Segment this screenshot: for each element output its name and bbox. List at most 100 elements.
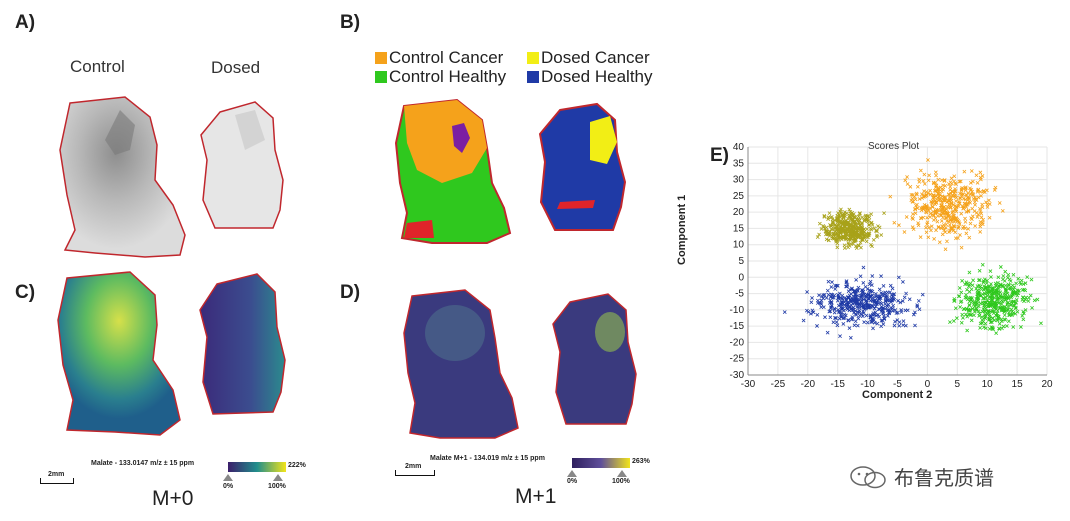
scatter-point bbox=[897, 323, 902, 328]
scatter-point bbox=[839, 313, 843, 318]
scatter-point bbox=[890, 295, 895, 299]
scatter-point bbox=[841, 216, 846, 220]
scatter-point bbox=[980, 262, 985, 267]
scatter-point bbox=[976, 304, 981, 309]
scatter-point bbox=[997, 321, 1002, 326]
colorbar-marker-100-icon bbox=[273, 474, 283, 481]
scatter-point bbox=[988, 295, 992, 299]
scatter-point bbox=[857, 220, 861, 225]
scatter-point bbox=[815, 312, 820, 317]
scatter-point bbox=[821, 296, 826, 301]
scatter-point bbox=[926, 235, 931, 240]
scatter-point bbox=[858, 234, 863, 239]
scatter-point bbox=[976, 278, 981, 283]
scatter-point bbox=[934, 189, 938, 193]
scatter-point bbox=[939, 219, 944, 223]
scatter-point bbox=[832, 310, 837, 315]
scatter-point bbox=[1009, 307, 1014, 312]
scatter-point bbox=[1003, 269, 1008, 274]
panel-d-label: D) bbox=[340, 282, 361, 303]
scatter-point bbox=[916, 298, 921, 303]
scatter-point bbox=[944, 216, 948, 221]
scatter-point bbox=[969, 318, 974, 323]
scatter-point bbox=[977, 268, 982, 273]
scatter-point bbox=[874, 313, 879, 318]
scatter-point bbox=[877, 287, 882, 292]
scatter-point bbox=[968, 308, 972, 313]
scatter-point bbox=[958, 191, 962, 196]
scatter-point bbox=[862, 305, 867, 310]
scores-grid bbox=[747, 146, 1048, 376]
scatter-point bbox=[1021, 317, 1026, 322]
scatter-point bbox=[826, 232, 831, 237]
x-tick-label: 0 bbox=[925, 379, 931, 390]
scatter-point bbox=[967, 195, 971, 200]
scatter-point bbox=[957, 222, 962, 226]
scatter-point bbox=[849, 225, 854, 230]
scatter-point bbox=[879, 324, 884, 329]
scatter-point bbox=[892, 323, 897, 328]
scatter-point bbox=[973, 300, 978, 305]
scatter-point bbox=[905, 175, 909, 179]
scatter-point bbox=[942, 178, 947, 182]
scatter-point bbox=[825, 288, 830, 293]
scatter-point bbox=[868, 279, 873, 284]
scatter-point bbox=[979, 193, 983, 198]
colorbar-marker-0-icon bbox=[223, 474, 233, 481]
scatter-point bbox=[875, 298, 880, 303]
scatter-point bbox=[946, 192, 951, 197]
scatter-point bbox=[1023, 308, 1028, 312]
scatter-point bbox=[983, 312, 988, 317]
scatter-point bbox=[865, 227, 870, 231]
scatter-point bbox=[855, 310, 860, 314]
scale-label-c: 2mm bbox=[48, 471, 65, 478]
scatter-point bbox=[901, 319, 906, 323]
scatter-point bbox=[862, 320, 867, 325]
scatter-point bbox=[846, 318, 851, 323]
scatter-point bbox=[924, 192, 929, 197]
scatter-point bbox=[829, 215, 834, 219]
scatter-point bbox=[940, 207, 945, 212]
scatter-point bbox=[871, 317, 875, 321]
scatter-point bbox=[1000, 283, 1005, 288]
scatter-point bbox=[979, 315, 984, 319]
scores-axes: -30 -25 -20 -15 -10 -5 0 5 10 15 20 -30 -25 -20 -15 -10… bbox=[730, 142, 1053, 390]
y-tick-label: 10 bbox=[733, 240, 745, 251]
scatter-point bbox=[935, 191, 940, 196]
scatter-point bbox=[905, 308, 910, 313]
scatter-point bbox=[931, 213, 936, 218]
scatter-point bbox=[825, 330, 830, 335]
control-segmentation-map bbox=[394, 98, 512, 244]
x-tick-label: 20 bbox=[1041, 379, 1053, 390]
scatter-point bbox=[935, 195, 940, 200]
scatter-point bbox=[965, 328, 970, 333]
x-tick-label: -10 bbox=[860, 379, 875, 390]
scatter-point bbox=[885, 298, 890, 303]
scatter-point bbox=[994, 331, 999, 336]
scatter-point bbox=[954, 199, 958, 203]
scatter-point bbox=[827, 211, 832, 216]
scatter-point bbox=[976, 309, 981, 313]
scatter-point bbox=[824, 296, 829, 300]
scatter-point bbox=[868, 315, 873, 320]
scale-label-d: 2mm bbox=[405, 463, 422, 470]
scatter-point bbox=[937, 197, 942, 201]
scatter-point bbox=[936, 225, 941, 230]
scatter-point bbox=[916, 221, 921, 225]
scatter-point bbox=[820, 294, 824, 299]
scatter-point bbox=[860, 237, 865, 242]
scatter-point bbox=[872, 306, 877, 311]
scatter-point bbox=[965, 281, 969, 286]
scatter-point bbox=[917, 307, 922, 312]
scatter-point bbox=[985, 205, 990, 209]
scatter-point bbox=[869, 242, 873, 247]
scatter-point bbox=[824, 225, 829, 230]
scatter-point bbox=[855, 297, 860, 302]
scatter-point bbox=[858, 231, 863, 235]
scatter-point bbox=[869, 319, 874, 324]
scatter-point bbox=[1004, 289, 1009, 294]
scatter-point bbox=[929, 199, 934, 204]
scatter-point bbox=[855, 323, 860, 328]
scatter-point bbox=[853, 215, 858, 220]
scatter-point bbox=[972, 209, 977, 214]
